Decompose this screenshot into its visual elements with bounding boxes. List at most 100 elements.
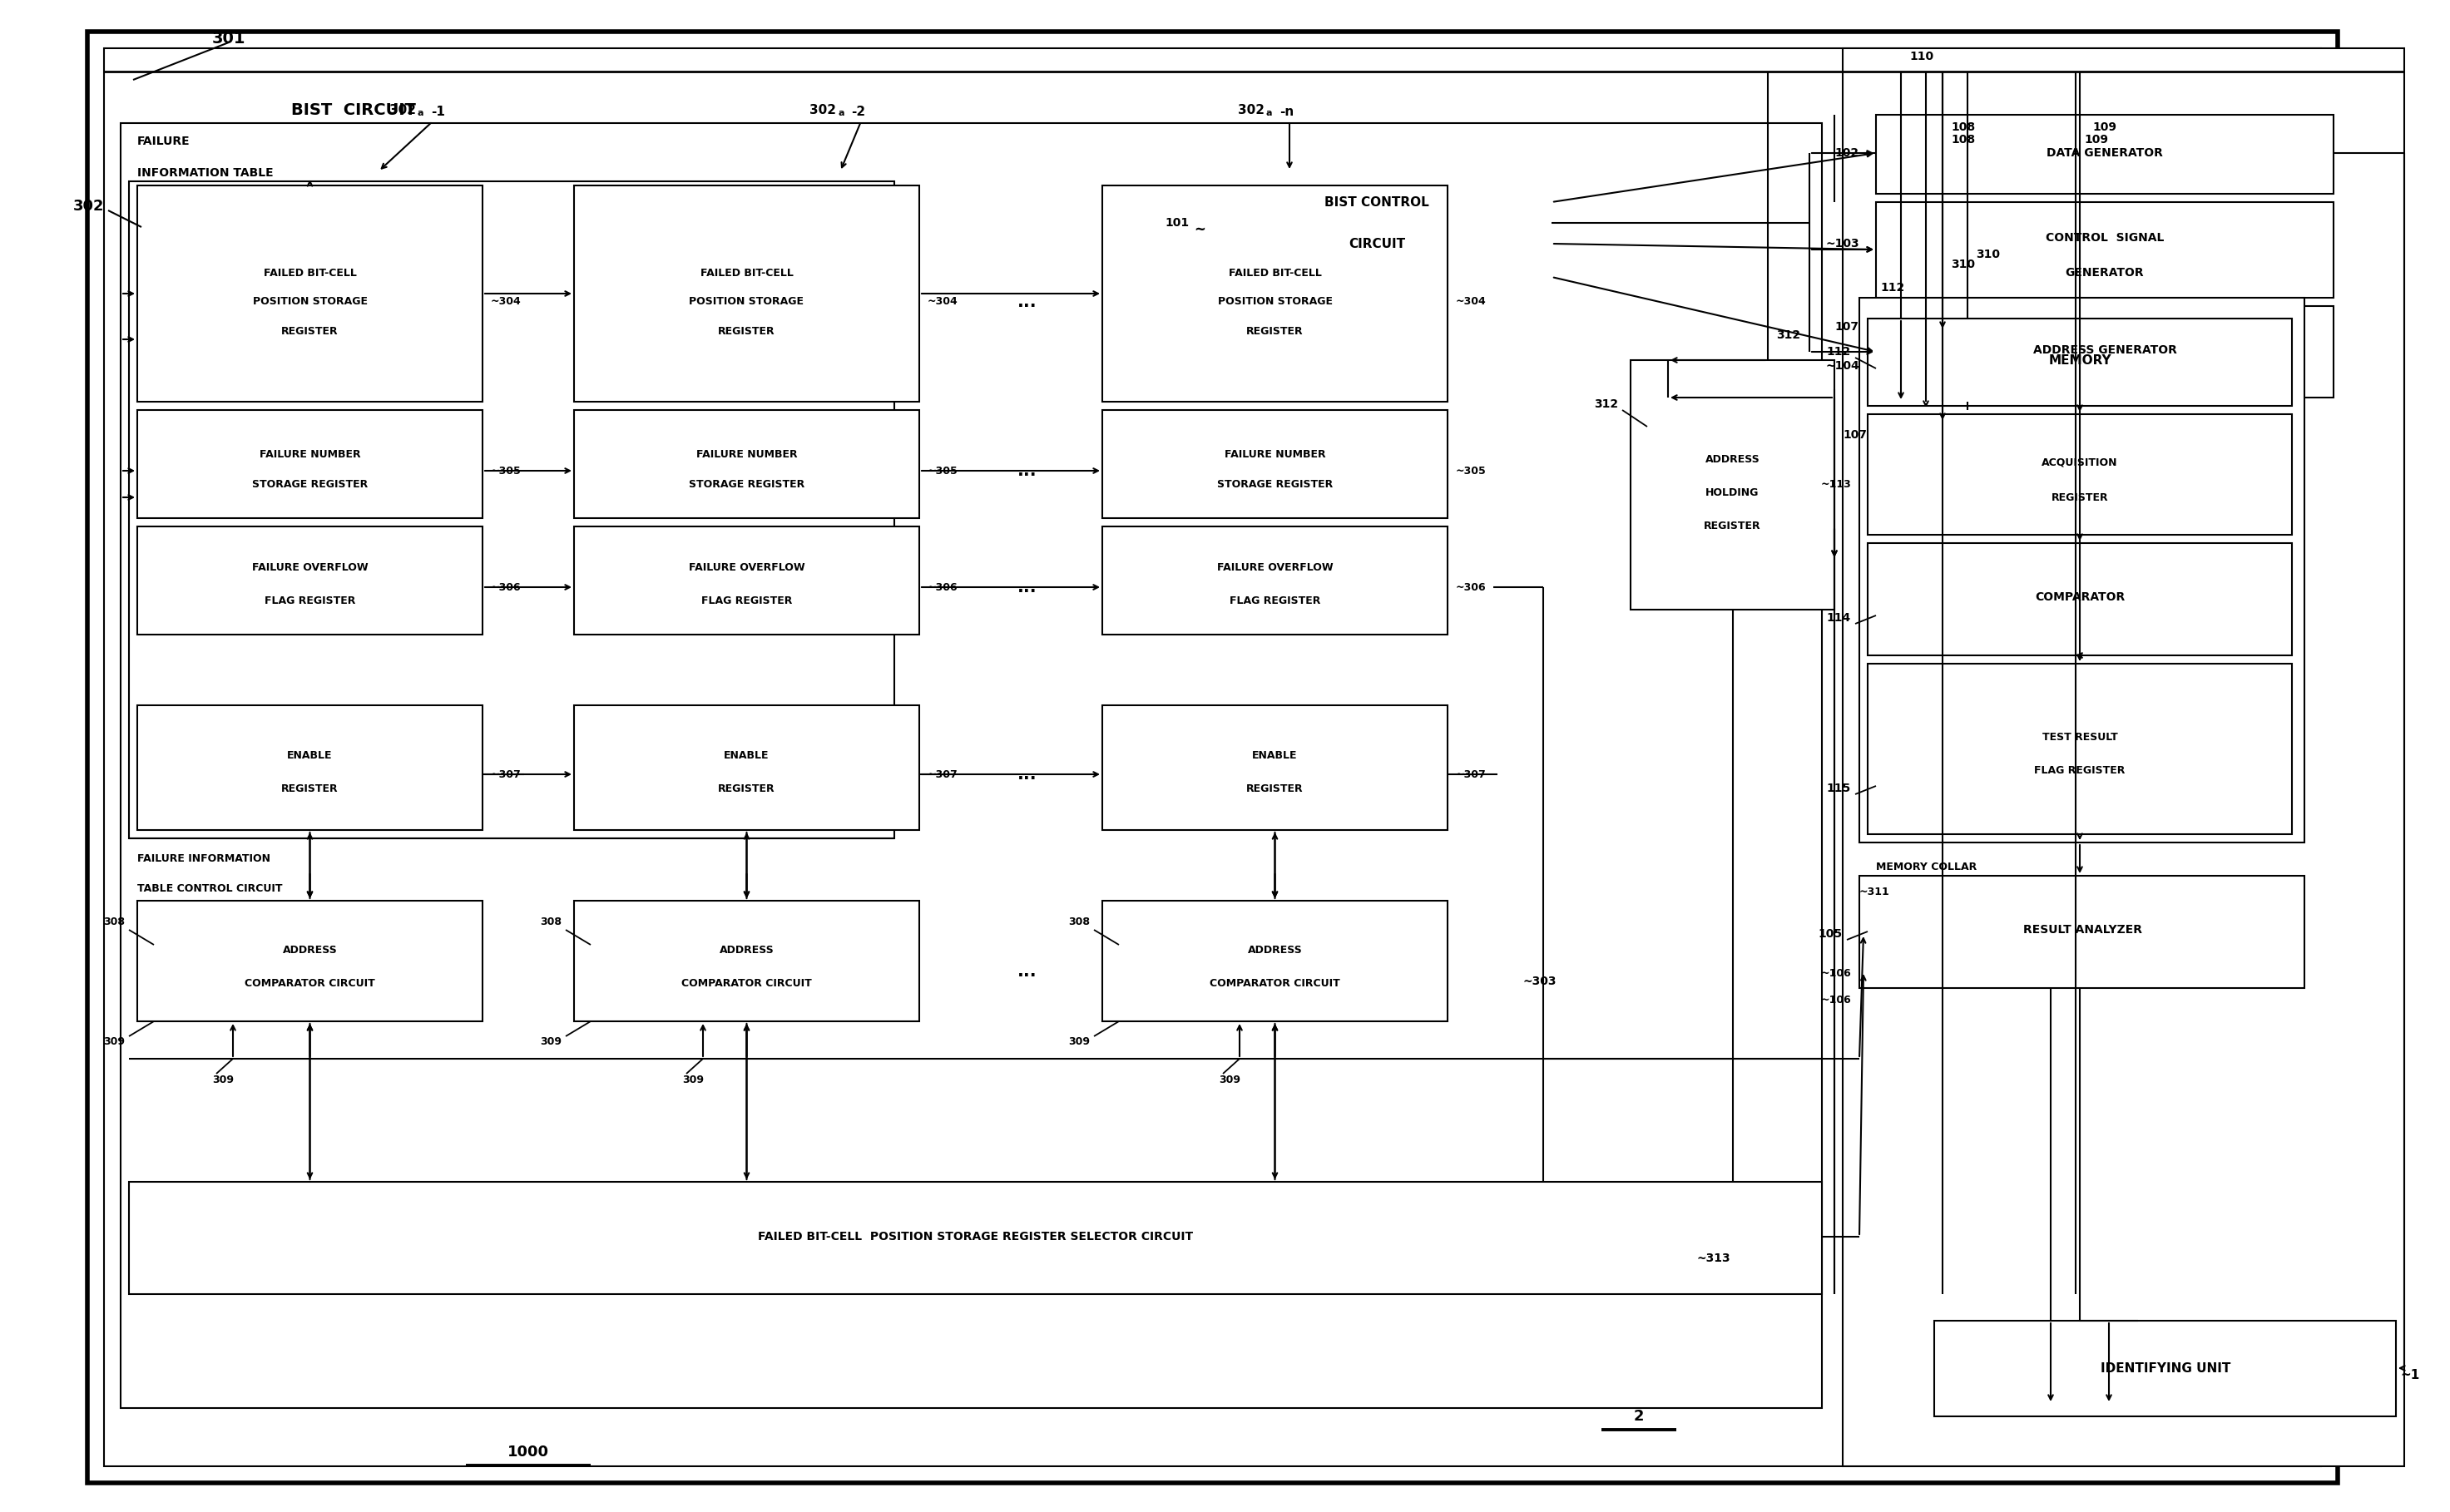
- Text: TEST RESULT: TEST RESULT: [2041, 732, 2117, 742]
- Text: 115: 115: [1828, 783, 1852, 794]
- Text: ~304: ~304: [1455, 296, 1487, 307]
- Text: FAILURE NUMBER: FAILURE NUMBER: [696, 449, 796, 460]
- Text: REGISTER: REGISTER: [282, 783, 338, 794]
- Text: -2: -2: [850, 106, 865, 118]
- Text: a: a: [416, 109, 424, 118]
- Text: 107: 107: [1842, 429, 1867, 442]
- Text: 308: 308: [1068, 916, 1090, 927]
- Text: POSITION STORAGE: POSITION STORAGE: [1218, 296, 1333, 307]
- Text: 309: 309: [213, 1074, 233, 1086]
- FancyBboxPatch shape: [573, 705, 919, 830]
- FancyBboxPatch shape: [88, 32, 2337, 1483]
- Text: 312: 312: [1595, 398, 1617, 410]
- Text: 1000: 1000: [507, 1444, 549, 1459]
- FancyBboxPatch shape: [103, 48, 2320, 1467]
- Text: TABLE CONTROL CIRCUIT: TABLE CONTROL CIRCUIT: [137, 883, 282, 894]
- Text: ~306: ~306: [929, 582, 958, 593]
- Text: REGISTER: REGISTER: [1247, 783, 1303, 794]
- Text: 310: 310: [1950, 259, 1975, 271]
- Text: 310: 310: [1975, 248, 1999, 260]
- Text: ~303: ~303: [1521, 975, 1556, 987]
- Text: REGISTER: REGISTER: [2051, 491, 2109, 503]
- Text: RESULT ANALYZER: RESULT ANALYZER: [2024, 924, 2141, 936]
- Text: 302: 302: [73, 198, 103, 213]
- Text: ...: ...: [1017, 463, 1036, 479]
- Text: ~304: ~304: [490, 296, 522, 307]
- FancyBboxPatch shape: [137, 705, 483, 830]
- Text: ADDRESS: ADDRESS: [282, 945, 338, 956]
- Text: FAILURE OVERFLOW: FAILURE OVERFLOW: [252, 562, 368, 573]
- Text: BIST  CIRCUIT: BIST CIRCUIT: [292, 103, 416, 118]
- Text: 101: 101: [1166, 218, 1191, 228]
- FancyBboxPatch shape: [1860, 875, 2305, 987]
- Text: 308: 308: [539, 916, 561, 927]
- FancyBboxPatch shape: [573, 526, 919, 635]
- Text: STORAGE REGISTER: STORAGE REGISTER: [688, 479, 804, 490]
- Text: a: a: [1267, 109, 1272, 118]
- Text: ~313: ~313: [1698, 1252, 1730, 1264]
- Text: ...: ...: [1017, 579, 1036, 596]
- Text: POSITION STORAGE: POSITION STORAGE: [688, 296, 804, 307]
- FancyBboxPatch shape: [120, 122, 1823, 1408]
- FancyBboxPatch shape: [137, 410, 483, 519]
- FancyBboxPatch shape: [1632, 360, 1835, 609]
- Text: FLAG REGISTER: FLAG REGISTER: [701, 596, 791, 606]
- FancyBboxPatch shape: [573, 410, 919, 519]
- Text: MEMORY: MEMORY: [2048, 355, 2112, 367]
- FancyBboxPatch shape: [1867, 664, 2291, 835]
- Text: COMPARATOR CIRCUIT: COMPARATOR CIRCUIT: [681, 978, 811, 989]
- Text: 309: 309: [539, 1037, 561, 1048]
- Text: 112: 112: [1879, 281, 1904, 293]
- FancyBboxPatch shape: [1877, 115, 2332, 194]
- Text: MEMORY COLLAR: MEMORY COLLAR: [1877, 862, 1977, 872]
- Text: ACQUISITION: ACQUISITION: [2041, 457, 2117, 467]
- Text: 309: 309: [681, 1074, 703, 1086]
- Text: COMPARATOR CIRCUIT: COMPARATOR CIRCUIT: [1210, 978, 1340, 989]
- Text: FAILURE: FAILURE: [137, 136, 191, 147]
- Text: COMPARATOR CIRCUIT: COMPARATOR CIRCUIT: [245, 978, 375, 989]
- Text: 301: 301: [213, 30, 245, 47]
- Text: 309: 309: [1068, 1037, 1090, 1048]
- Text: ~103: ~103: [1825, 237, 1860, 249]
- Text: HOLDING: HOLDING: [1705, 488, 1759, 499]
- Text: DATA GENERATOR: DATA GENERATOR: [2046, 147, 2163, 159]
- FancyBboxPatch shape: [1102, 186, 1448, 402]
- Text: -1: -1: [431, 106, 446, 118]
- FancyBboxPatch shape: [137, 526, 483, 635]
- Text: FLAG REGISTER: FLAG REGISTER: [2033, 765, 2124, 776]
- FancyBboxPatch shape: [1102, 410, 1448, 519]
- FancyBboxPatch shape: [1102, 705, 1448, 830]
- FancyBboxPatch shape: [1102, 526, 1448, 635]
- Text: 105: 105: [1818, 928, 1842, 940]
- Text: FLAG REGISTER: FLAG REGISTER: [1230, 596, 1321, 606]
- Text: 2: 2: [1634, 1409, 1644, 1424]
- Text: REGISTER: REGISTER: [718, 783, 774, 794]
- Text: BIST CONTROL: BIST CONTROL: [1325, 197, 1428, 209]
- Text: COMPARATOR: COMPARATOR: [2036, 591, 2124, 603]
- Text: FAILED BIT-CELL: FAILED BIT-CELL: [262, 268, 355, 278]
- Text: 302: 302: [808, 104, 835, 116]
- Text: 309: 309: [1218, 1074, 1240, 1086]
- FancyBboxPatch shape: [1867, 414, 2291, 535]
- Text: FAILURE NUMBER: FAILURE NUMBER: [1225, 449, 1325, 460]
- Text: ENABLE: ENABLE: [1252, 750, 1298, 761]
- Text: 109: 109: [2085, 135, 2107, 145]
- Text: ~1: ~1: [2401, 1368, 2421, 1380]
- Text: ~305: ~305: [929, 466, 958, 476]
- FancyBboxPatch shape: [1860, 298, 2305, 842]
- Text: STORAGE REGISTER: STORAGE REGISTER: [252, 479, 368, 490]
- Text: ADDRESS GENERATOR: ADDRESS GENERATOR: [2033, 345, 2176, 355]
- FancyBboxPatch shape: [1203, 127, 1551, 302]
- Text: 312: 312: [1776, 330, 1801, 342]
- Text: ~306: ~306: [490, 582, 522, 593]
- FancyBboxPatch shape: [137, 186, 483, 402]
- FancyBboxPatch shape: [137, 901, 483, 1021]
- Text: 308: 308: [103, 916, 125, 927]
- Text: ~: ~: [1193, 222, 1205, 237]
- Text: ADDRESS: ADDRESS: [720, 945, 774, 956]
- Text: ADDRESS: ADDRESS: [1247, 945, 1303, 956]
- Text: ADDRESS: ADDRESS: [1705, 455, 1759, 466]
- Text: INFORMATION TABLE: INFORMATION TABLE: [137, 168, 274, 178]
- Text: FAILURE NUMBER: FAILURE NUMBER: [260, 449, 360, 460]
- FancyBboxPatch shape: [1867, 319, 2291, 405]
